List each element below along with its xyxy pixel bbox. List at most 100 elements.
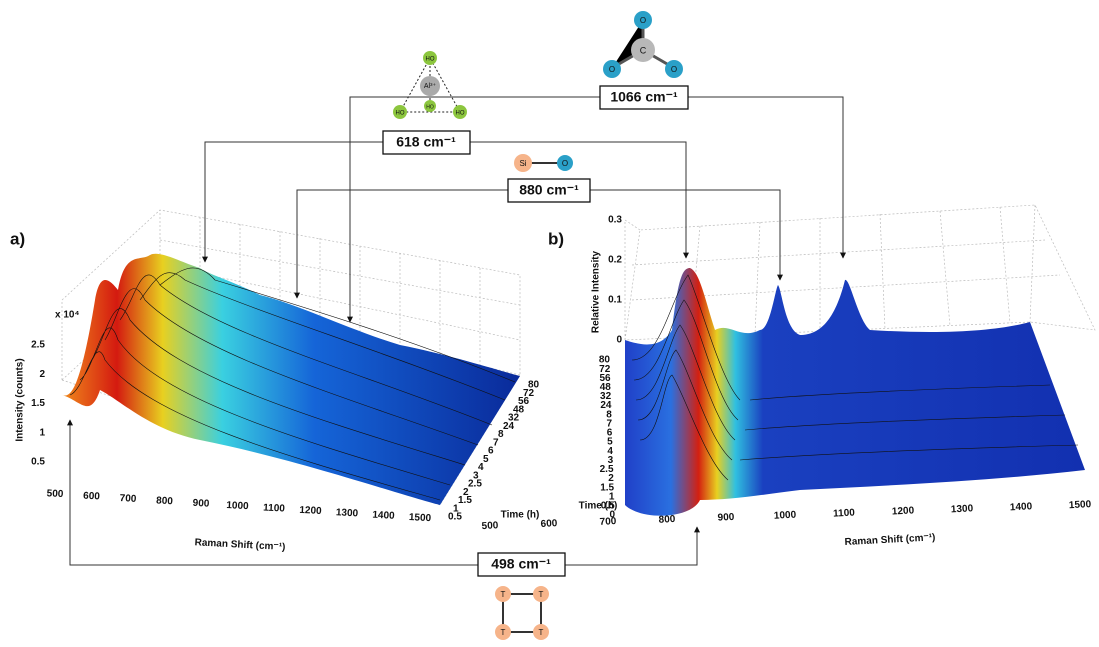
t-tick-label: 2.5 xyxy=(468,479,482,490)
x-tick-label: 1200 xyxy=(892,505,915,517)
atom: O xyxy=(640,16,646,25)
axis-label: Intensity (counts) xyxy=(15,358,26,441)
t-tick-label: 56 xyxy=(599,373,611,384)
atom: T xyxy=(539,628,544,637)
t-tick-label: 5 xyxy=(607,437,613,448)
axis-label: Relative Intensity xyxy=(591,250,602,333)
label-box xyxy=(382,130,471,155)
z-tick-label: 0.3 xyxy=(608,215,622,226)
t-tick-label: 7 xyxy=(493,437,499,448)
x-tick-label: 600 xyxy=(540,518,558,530)
panel-label: b) xyxy=(548,229,564,248)
atom: Si xyxy=(519,159,526,168)
z-tick-label: 0.2 xyxy=(608,255,622,266)
atom: T xyxy=(539,590,544,599)
x-tick-label: 500 xyxy=(481,520,499,532)
atom: O xyxy=(609,65,615,74)
x-tick-label: 1000 xyxy=(226,500,249,512)
x-tick-label: 600 xyxy=(83,491,101,503)
leader-lines xyxy=(67,96,846,566)
t-tick-label: 2 xyxy=(463,487,469,498)
x-tick-label: 800 xyxy=(658,514,676,526)
atom: HO xyxy=(456,111,465,117)
atom: T xyxy=(501,628,506,637)
atom: Al³⁺ xyxy=(424,83,437,90)
t-tick-label: 32 xyxy=(508,413,520,424)
t-tick-label: 0.5 xyxy=(601,501,615,512)
silicate-molecule: Si O xyxy=(514,154,573,172)
x-tick-label: 500 xyxy=(46,488,64,500)
t-tick-label: 2 xyxy=(608,473,614,484)
t-tick-label: 80 xyxy=(599,355,611,366)
t-tick-label: 4 xyxy=(478,462,484,473)
t-tick-label: 0 xyxy=(609,510,615,521)
ring-molecule: T T T T xyxy=(495,586,549,640)
z-tick-label: 0 xyxy=(616,335,622,346)
x-tick-label: 700 xyxy=(599,516,617,528)
t-tick-label: 72 xyxy=(523,388,535,399)
peak-label: 498 cm⁻¹ xyxy=(491,556,551,572)
t-tick-label: 8 xyxy=(498,429,504,440)
t-tick-label: 6 xyxy=(488,446,494,457)
panel-b-surface xyxy=(625,268,1085,516)
z-tick-label: 1 xyxy=(39,427,45,438)
t-tick-label: 0.5 xyxy=(448,512,462,523)
label-box xyxy=(507,178,591,203)
panel-a-surface xyxy=(62,253,520,505)
x-tick-label: 1400 xyxy=(372,510,395,522)
t-tick-label: 4 xyxy=(607,446,613,457)
t-tick-label: 24 xyxy=(503,421,515,432)
t-tick-label: 72 xyxy=(599,364,611,375)
t-tick-label: 8 xyxy=(606,409,612,420)
peak-label: 880 cm⁻¹ xyxy=(519,182,579,198)
t-tick-label: 56 xyxy=(518,396,530,407)
axis-label: Time (h) xyxy=(579,501,618,512)
z-tick-label: 0.5 xyxy=(31,457,45,468)
panel-label: a) xyxy=(10,229,25,248)
peak-label: 618 cm⁻¹ xyxy=(396,134,456,150)
atom: C xyxy=(640,45,647,55)
x-tick-label: 1300 xyxy=(336,507,359,519)
atom: O xyxy=(562,159,568,168)
atom: HO xyxy=(426,57,435,63)
t-tick-label: 2.5 xyxy=(600,464,614,475)
carbonate-molecule: C O O O xyxy=(603,11,683,78)
x-tick-label: 1400 xyxy=(1010,501,1033,513)
t-tick-label: 48 xyxy=(513,404,525,415)
aluminate-molecule: Al³⁺ HO HO HO HO xyxy=(393,51,467,119)
x-tick-label: 1100 xyxy=(263,502,286,514)
x-tick-label: 700 xyxy=(119,493,137,505)
x-tick-label: 1000 xyxy=(774,510,797,522)
x-tick-label: 1100 xyxy=(833,507,856,519)
t-tick-label: 80 xyxy=(528,380,540,391)
z-tick-label: 2 xyxy=(39,369,45,380)
label-box xyxy=(599,85,689,110)
t-tick-label: 6 xyxy=(607,428,613,439)
axis-label: Raman Shift (cm⁻¹) xyxy=(844,532,935,548)
x-tick-label: 1500 xyxy=(409,512,432,524)
atom: O xyxy=(671,65,677,74)
z-tick-label: 2.5 xyxy=(31,340,45,351)
axis-label: Time (h) xyxy=(501,510,540,521)
t-tick-label: 1.5 xyxy=(600,482,614,493)
x-tick-label: 1500 xyxy=(1069,499,1092,511)
z-tick-label: 0.1 xyxy=(608,295,622,306)
t-tick-label: 24 xyxy=(600,400,612,411)
t-tick-label: 3 xyxy=(608,455,614,466)
t-tick-label: 3 xyxy=(473,470,479,481)
t-tick-label: 32 xyxy=(600,391,612,402)
atom: HO xyxy=(396,111,405,117)
axis-label: Raman Shift (cm⁻¹) xyxy=(194,537,285,553)
t-tick-label: 48 xyxy=(600,382,612,393)
t-tick-label: 5 xyxy=(483,454,489,465)
x-tick-label: 900 xyxy=(717,512,735,524)
x-tick-label: 1200 xyxy=(299,505,322,517)
x-tick-label: 1300 xyxy=(951,503,974,515)
peak-label: 1066 cm⁻¹ xyxy=(610,89,678,105)
t-tick-label: 1.5 xyxy=(458,495,472,506)
t-tick-label: 1 xyxy=(453,503,459,514)
panel-b-grid xyxy=(624,204,1096,341)
z-tick-label: 1.5 xyxy=(31,398,45,409)
x-tick-label: 800 xyxy=(156,495,174,507)
